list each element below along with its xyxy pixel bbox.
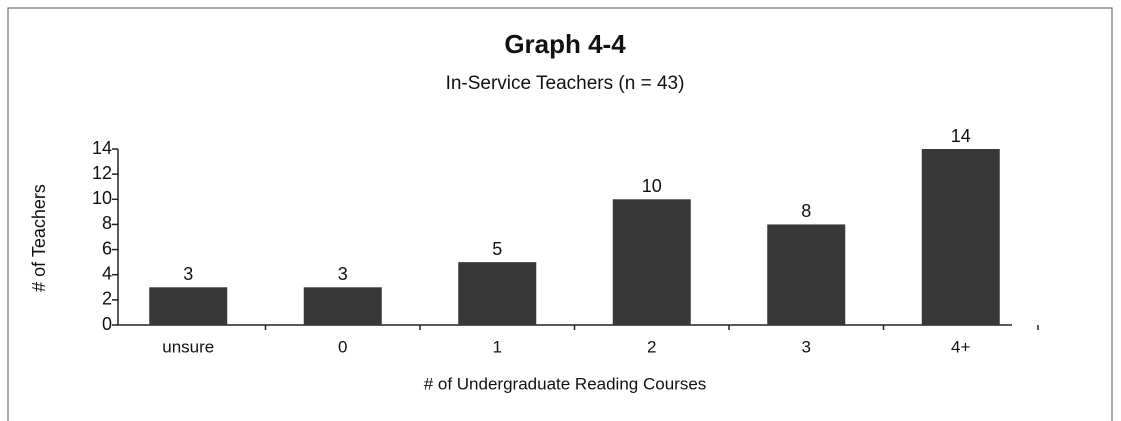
bar bbox=[767, 224, 846, 325]
x-tick-label: 0 bbox=[338, 337, 347, 356]
value-label: 10 bbox=[642, 176, 662, 196]
x-tick-label: 1 bbox=[493, 337, 502, 356]
y-tick-label: 4 bbox=[102, 263, 112, 283]
x-tick-label: 2 bbox=[647, 337, 656, 356]
x-axis-label: # of Undergraduate Reading Courses bbox=[424, 374, 707, 393]
bar bbox=[458, 262, 537, 325]
y-tick-label: 14 bbox=[92, 138, 112, 158]
bar bbox=[612, 199, 691, 325]
y-tick-label: 8 bbox=[102, 213, 112, 233]
y-tick-label: 2 bbox=[102, 289, 112, 309]
bar bbox=[921, 149, 1000, 325]
x-tick-label: unsure bbox=[162, 337, 214, 356]
value-label: 8 bbox=[801, 201, 811, 221]
x-tick-label: 3 bbox=[802, 337, 811, 356]
chart-title: Graph 4-4 bbox=[504, 29, 626, 59]
x-tick-label: 4+ bbox=[951, 337, 970, 356]
value-label: 3 bbox=[338, 264, 348, 284]
value-label: 14 bbox=[951, 126, 971, 146]
bar bbox=[149, 287, 228, 325]
value-label: 5 bbox=[492, 239, 502, 259]
frame bbox=[7, 7, 1113, 421]
y-tick-label: 6 bbox=[102, 238, 112, 258]
y-axis-label: # of Teachers bbox=[29, 184, 49, 292]
chart-subtitle: In-Service Teachers (n = 43) bbox=[446, 73, 685, 94]
y-tick-label: 0 bbox=[102, 314, 112, 334]
y-tick-label: 12 bbox=[92, 163, 112, 183]
y-tick-label: 10 bbox=[92, 188, 112, 208]
value-label: 3 bbox=[183, 264, 193, 284]
bar bbox=[303, 287, 382, 325]
